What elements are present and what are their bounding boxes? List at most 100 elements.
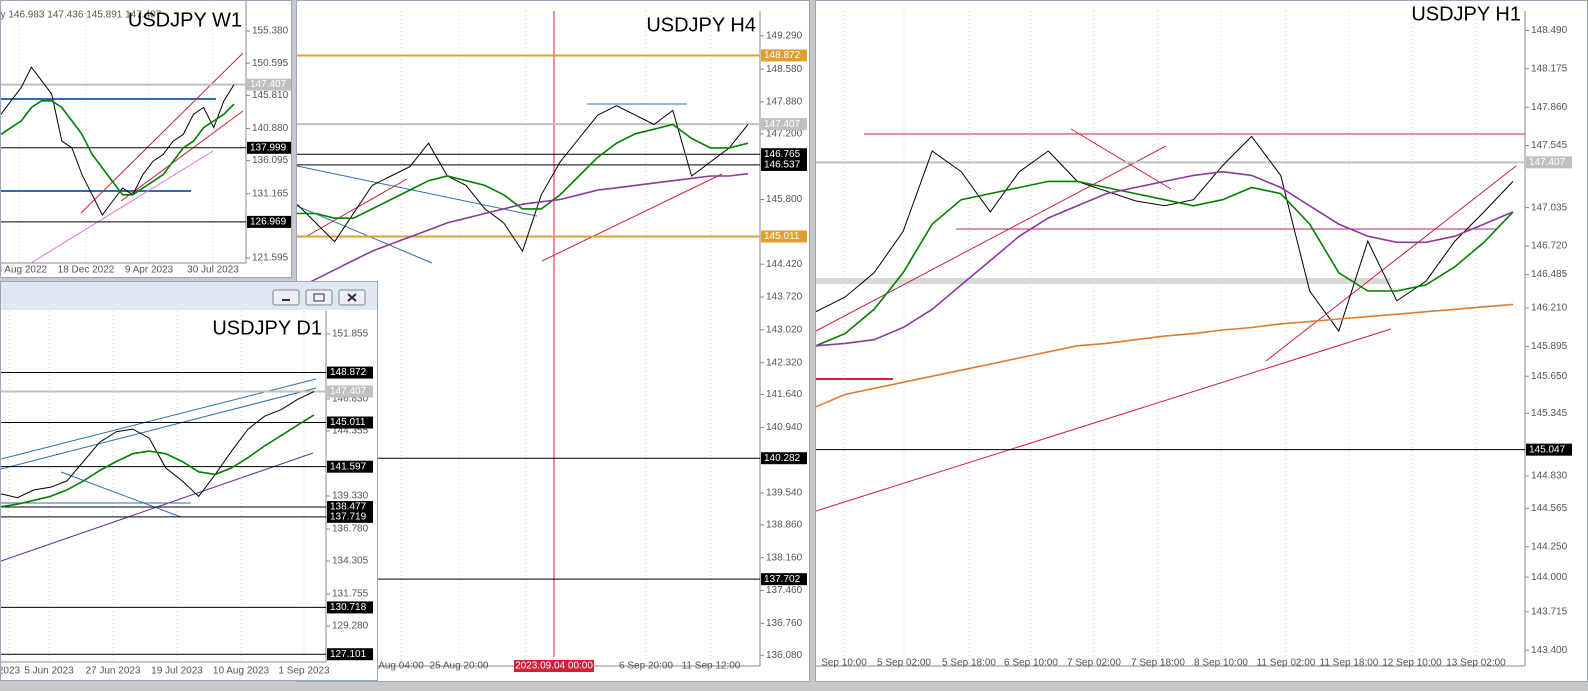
level-label: 145.011 bbox=[330, 417, 366, 428]
price-line bbox=[297, 105, 749, 253]
level-label-bg bbox=[761, 118, 807, 131]
level-label-bg bbox=[247, 215, 291, 228]
level-label: 147.407 bbox=[1529, 157, 1566, 168]
y-tick-label: 144.250 bbox=[1531, 541, 1568, 552]
y-tick-label: 144.830 bbox=[1531, 471, 1568, 482]
y-tick-label: 145.800 bbox=[766, 194, 803, 205]
level-label: 148.872 bbox=[764, 50, 801, 61]
x-tick-label: 10 Aug 2023 bbox=[213, 666, 270, 677]
x-tick-label: 7 Sep 02:00 bbox=[1067, 658, 1121, 669]
chart-title: USDJPY H1 bbox=[1411, 3, 1521, 25]
y-tick-label: 129.280 bbox=[332, 621, 369, 632]
y-tick-label: 139.540 bbox=[766, 488, 803, 499]
drawing-line bbox=[297, 205, 433, 264]
level-label-bg bbox=[761, 452, 807, 465]
drawing-line bbox=[816, 328, 1392, 512]
level-label: 126.969 bbox=[250, 217, 287, 228]
x-tick-label: 25 Aug 20:00 bbox=[430, 661, 489, 672]
y-tick-label: 147.200 bbox=[766, 128, 803, 139]
y-tick-label: 136.780 bbox=[332, 524, 369, 535]
minimize-button[interactable] bbox=[272, 289, 300, 306]
y-tick-label: 131.165 bbox=[252, 188, 289, 199]
x-tick-label: Sep 10:00 bbox=[821, 658, 867, 669]
drawing-line bbox=[541, 173, 723, 262]
chart-window: 148.490 148.175 147.860 147.545 147.035 146.7… bbox=[815, 0, 1588, 682]
level-label: 127.101 bbox=[330, 649, 367, 660]
y-tick-label: 151.855 bbox=[332, 329, 369, 340]
chart-title: USDJPY D1 bbox=[212, 317, 322, 339]
y-tick-label: 146.485 bbox=[1531, 269, 1568, 280]
x-tick-label: 30 Jul 2023 bbox=[187, 265, 239, 276]
y-tick-label: 140.940 bbox=[766, 422, 803, 433]
y-tick-label: 145.895 bbox=[1531, 341, 1568, 352]
y-tick-label: 121.595 bbox=[252, 253, 289, 264]
chart: 149.290 148.580 147.880 147.200 145.800 144.4… bbox=[297, 11, 807, 672]
level-label-bg bbox=[327, 416, 373, 429]
level-label: 137.702 bbox=[764, 574, 801, 585]
level-label: 145.047 bbox=[1529, 444, 1566, 455]
maximize-icon bbox=[313, 293, 325, 302]
level-label-bg bbox=[761, 573, 807, 586]
x-tick-label: 2023 bbox=[1, 666, 21, 677]
chart: 155.380 150.595 145.810 140.880 136.095 131.1… bbox=[1, 1, 291, 276]
drawing-line bbox=[60, 471, 182, 518]
moving-average bbox=[1, 414, 315, 508]
level-label: 148.872 bbox=[330, 367, 367, 378]
y-tick-label: 138.860 bbox=[766, 520, 803, 531]
y-tick-label: 144.565 bbox=[1531, 503, 1568, 514]
chart-window: 151.855 146.830 144.355 139.330 136.780 134.3… bbox=[0, 281, 378, 681]
drawing-line bbox=[297, 165, 538, 217]
level-label-bg bbox=[327, 501, 373, 514]
x-tick-label: 18 Dec 2022 bbox=[58, 265, 115, 276]
close-icon bbox=[347, 293, 357, 302]
level-label: 137.719 bbox=[330, 511, 367, 522]
x-tick-label: 1 Sep 2023 bbox=[278, 666, 330, 677]
y-tick-label: 144.355 bbox=[332, 426, 369, 437]
y-tick-label: 147.860 bbox=[1531, 102, 1568, 113]
y-tick-label: 144.000 bbox=[1531, 572, 1568, 583]
moving-average bbox=[297, 172, 749, 290]
level-label-bg bbox=[247, 141, 291, 154]
y-tick-label: 139.330 bbox=[332, 491, 369, 502]
y-tick-label: 134.305 bbox=[332, 556, 369, 567]
price-line bbox=[1, 66, 235, 216]
level-label: 145.011 bbox=[764, 231, 800, 242]
level-label-bg bbox=[327, 460, 373, 473]
level-label-bg bbox=[761, 230, 807, 243]
y-tick-label: 136.095 bbox=[252, 155, 289, 166]
level-label: 146.537 bbox=[764, 160, 801, 171]
y-tick-label: 143.020 bbox=[766, 324, 803, 335]
y-tick-label: 145.650 bbox=[1531, 371, 1568, 382]
x-tick-label: 11 Sep 18:00 bbox=[1320, 658, 1379, 669]
y-tick-label: 148.175 bbox=[1531, 63, 1568, 74]
x-tick-label: 6 Sep 20:00 bbox=[619, 661, 673, 672]
x-tick-label: 6 Sep 10:00 bbox=[1004, 658, 1058, 669]
x-tick-label: 19 Jul 2023 bbox=[151, 666, 203, 677]
drawing-line bbox=[1, 387, 317, 470]
y-tick-label: 144.420 bbox=[766, 259, 803, 270]
x-tick-label: 5 Jun 2023 bbox=[24, 666, 74, 677]
level-label: 147.407 bbox=[764, 119, 801, 130]
level-label-bg bbox=[1526, 156, 1572, 169]
cursor-label-bg bbox=[514, 660, 594, 672]
level-label-bg bbox=[1526, 443, 1572, 456]
chart: 148.490 148.175 147.860 147.545 147.035 146.7… bbox=[816, 3, 1572, 669]
y-tick-label: 149.290 bbox=[766, 30, 803, 41]
y-tick-label: 147.035 bbox=[1531, 202, 1568, 213]
x-tick-label: 28 Aug 2022 bbox=[1, 265, 48, 276]
y-tick-label: 146.830 bbox=[332, 394, 369, 405]
maximize-button[interactable] bbox=[305, 289, 333, 306]
moving-average bbox=[816, 303, 1514, 408]
x-tick-label: 8 Sep 10:00 bbox=[1194, 658, 1248, 669]
x-tick-label: 12 Sep 10:00 bbox=[1382, 658, 1442, 669]
level-label: 137.999 bbox=[250, 142, 287, 153]
chart-title: USDJPY W1 bbox=[128, 9, 242, 31]
level-label: 147.407 bbox=[250, 79, 287, 90]
level-label-bg bbox=[327, 366, 373, 379]
y-tick-label: 150.595 bbox=[252, 58, 289, 69]
y-tick-label: 138.160 bbox=[766, 552, 803, 563]
y-tick-label: 145.345 bbox=[1531, 408, 1568, 419]
x-tick-label: 7 Sep 18:00 bbox=[1131, 658, 1185, 669]
chart-window: 149.290 148.580 147.880 147.200 145.800 144.4… bbox=[296, 0, 810, 682]
